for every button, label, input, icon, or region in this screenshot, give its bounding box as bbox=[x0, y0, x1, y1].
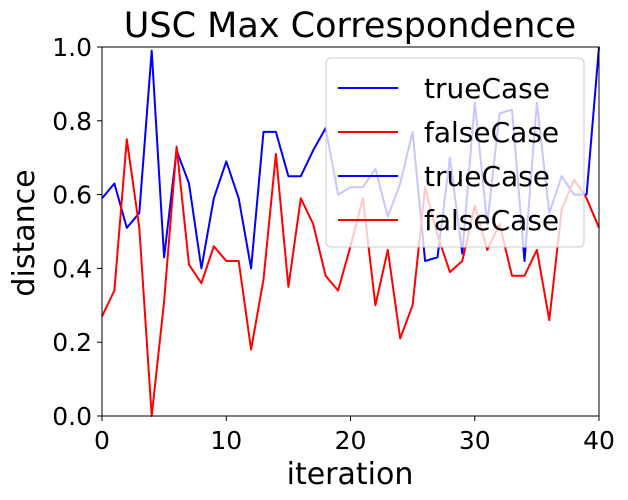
y-tick-label: 0.2 bbox=[52, 328, 92, 357]
plot-area: 0 10 20 30 40 0.0 0.2 0.4 0.6 0.8 1.0 bbox=[52, 33, 615, 455]
x-tick-label: 10 bbox=[210, 426, 242, 455]
y-tick-label: 0.4 bbox=[52, 254, 92, 283]
legend-label: falseCase bbox=[424, 116, 559, 149]
legend-box bbox=[325, 57, 585, 248]
y-tick-label: 0.0 bbox=[52, 402, 92, 431]
legend-label: trueCase bbox=[424, 72, 550, 105]
chart-title: USC Max Correspondence bbox=[124, 6, 576, 46]
legend-label: trueCase bbox=[424, 160, 550, 193]
y-tick-label: 0.6 bbox=[52, 181, 92, 210]
y-axis-label: distance bbox=[7, 169, 42, 296]
x-tick-label: 30 bbox=[459, 426, 491, 455]
y-tick-label: 0.8 bbox=[52, 107, 92, 136]
legend-label: falseCase bbox=[424, 204, 559, 237]
y-tick-label: 1.0 bbox=[52, 33, 92, 62]
legend: trueCase falseCase trueCase falseCase bbox=[325, 57, 585, 248]
x-axis-label: iteration bbox=[287, 457, 414, 492]
x-tick-label: 0 bbox=[94, 426, 110, 455]
x-tick-label: 40 bbox=[583, 426, 615, 455]
x-tick-label: 20 bbox=[335, 426, 367, 455]
